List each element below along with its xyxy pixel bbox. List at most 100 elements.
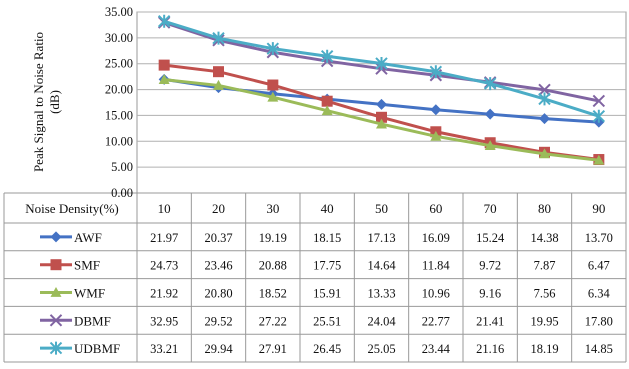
data-table-value: 20.37	[204, 231, 232, 245]
data-table-value: 24.04	[367, 314, 396, 328]
data-point-marker	[321, 95, 333, 107]
data-point-marker	[158, 74, 170, 85]
data-table-value: 14.38	[530, 231, 558, 245]
data-table-value: 9.16	[479, 287, 501, 301]
data-table-value: 15.24	[476, 231, 505, 245]
data-point-marker	[592, 109, 606, 123]
x-tick-label: 60	[429, 201, 442, 216]
data-table-value: 18.19	[530, 342, 558, 356]
data-point-marker	[538, 83, 551, 97]
y-tick-label: 10.00	[105, 134, 133, 148]
data-table-value: 27.91	[259, 342, 287, 356]
data-point-marker	[484, 140, 496, 151]
data-point-marker	[321, 105, 333, 116]
y-axis-label-line: Peak Signal to Noise Ratio	[31, 32, 46, 172]
y-tick-label: 30.00	[105, 31, 133, 45]
series-smf	[158, 59, 605, 166]
data-point-marker	[213, 66, 224, 78]
data-point-marker	[376, 111, 387, 123]
data-table-value: 18.15	[313, 231, 341, 245]
data-point-marker	[157, 14, 171, 28]
data-table-value: 10.96	[422, 287, 450, 301]
data-table-value: 17.13	[367, 231, 395, 245]
data-table-value: 6.34	[588, 287, 611, 301]
legend-series-name: DBMF	[74, 313, 111, 328]
legend-key	[40, 259, 72, 271]
data-point-marker	[539, 113, 550, 125]
data-table-value: 21.97	[150, 231, 178, 245]
data-point-marker	[375, 56, 388, 70]
data-table-value: 14.85	[585, 342, 613, 356]
y-tick-label: 0.00	[111, 186, 133, 200]
data-table-value: 14.64	[367, 259, 396, 273]
x-tick-label: 30	[266, 201, 279, 216]
data-point-marker	[376, 98, 387, 110]
data-table-value: 24.73	[150, 259, 178, 273]
data-table-value: 21.16	[476, 342, 504, 356]
data-point-marker	[320, 49, 334, 63]
data-table-value: 7.56	[534, 287, 556, 301]
data-point-marker	[483, 77, 497, 91]
y-axis-label: Peak Signal to Noise Ratio(dB)	[31, 32, 62, 172]
data-table-value: 20.80	[204, 287, 232, 301]
data-table-value: 16.09	[422, 231, 450, 245]
data-table-value: 6.47	[588, 259, 610, 273]
data-point-marker	[539, 148, 550, 159]
legend-key	[40, 314, 72, 327]
x-tick-label: 70	[484, 201, 497, 216]
data-table-value: 18.52	[259, 287, 287, 301]
data-table-value: 29.94	[204, 342, 233, 356]
data-point-marker	[376, 118, 387, 129]
legend-key-marker	[50, 231, 62, 243]
data-table-value: 19.19	[259, 231, 287, 245]
data-point-marker	[158, 59, 170, 71]
legend-series-name: UDBMF	[74, 341, 120, 356]
data-table-value: 23.46	[204, 259, 232, 273]
data-point-marker	[430, 104, 442, 116]
x-tick-label: 10	[158, 201, 171, 216]
data-table-value: 26.45	[313, 342, 341, 356]
data-point-marker	[430, 130, 442, 141]
data-table-value: 17.75	[313, 259, 341, 273]
data-table-value: 19.95	[530, 314, 558, 328]
series-udbmf	[157, 14, 606, 123]
data-table-value: 13.70	[585, 231, 613, 245]
data-table-value: 7.87	[534, 259, 556, 273]
y-tick-label: 5.00	[111, 160, 133, 174]
data-table-value: 20.88	[259, 259, 287, 273]
y-tick-label: 25.00	[105, 57, 133, 71]
data-table-value: 29.52	[204, 314, 232, 328]
data-point-marker	[592, 94, 606, 108]
x-tick-label: 20	[212, 201, 225, 216]
y-tick-label: 20.00	[105, 83, 133, 97]
x-tick-label: 50	[375, 201, 388, 216]
legend-key-marker	[50, 259, 62, 271]
legend-series-name: WMF	[74, 286, 105, 301]
series-wmf	[158, 74, 605, 165]
x-tick-label: 90	[592, 201, 605, 216]
legend-series-name: AWF	[74, 230, 102, 245]
data-point-marker	[212, 31, 225, 45]
data-table-value: 17.80	[585, 314, 613, 328]
data-table-value: 15.91	[313, 287, 341, 301]
data-point-marker	[267, 79, 279, 91]
legend-key	[40, 231, 72, 243]
legend-key	[40, 341, 72, 355]
data-point-marker	[538, 92, 551, 106]
data-table-value: 32.95	[150, 314, 178, 328]
data-point-marker	[213, 79, 224, 90]
data-point-marker	[593, 154, 605, 165]
data-table-value: 21.92	[150, 287, 178, 301]
legend-series-name: SMF	[74, 258, 100, 273]
data-point-marker	[267, 91, 279, 102]
data-table-value: 23.44	[422, 342, 451, 356]
x-axis-label: Noise Density(%)	[25, 201, 119, 216]
y-tick-label: 15.00	[105, 108, 133, 122]
legend-key-marker	[49, 341, 63, 355]
data-table-value: 25.51	[313, 314, 341, 328]
legend-key-marker	[49, 314, 63, 327]
data-table-value: 9.72	[479, 259, 501, 273]
data-table-value: 33.21	[150, 342, 178, 356]
